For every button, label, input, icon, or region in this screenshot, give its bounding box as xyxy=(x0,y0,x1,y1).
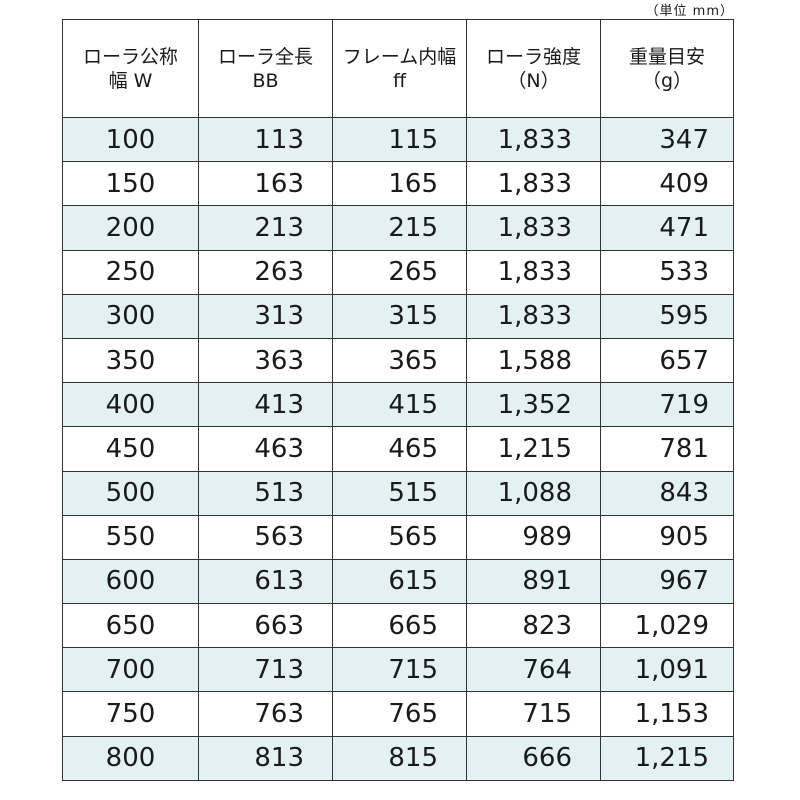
cell-nominal-width: 750 xyxy=(62,691,199,737)
table-row: 400 413 415 1,352 719 xyxy=(62,382,734,428)
cell-frame-inner-width: 565 xyxy=(332,514,467,560)
cell-nominal-width: 250 xyxy=(62,249,199,295)
cell-roller-strength: 891 xyxy=(466,558,601,605)
cell-weight: 1,153 xyxy=(600,691,734,737)
cell-nominal-width: 800 xyxy=(62,735,199,781)
header-roller-strength: ローラ強度 （N） xyxy=(466,19,601,118)
cell-roller-length: 413 xyxy=(198,382,333,428)
cell-roller-strength: 1,833 xyxy=(466,205,601,251)
cell-roller-length: 163 xyxy=(198,161,333,207)
cell-weight: 843 xyxy=(600,470,734,516)
table-row: 350 363 365 1,588 657 xyxy=(62,337,734,384)
cell-roller-length: 713 xyxy=(198,647,333,693)
cell-roller-length: 363 xyxy=(198,337,333,384)
cell-roller-strength: 764 xyxy=(466,647,601,693)
cell-weight: 719 xyxy=(600,382,734,428)
cell-frame-inner-width: 315 xyxy=(332,293,467,339)
cell-weight: 657 xyxy=(600,337,734,384)
table-row: 800 813 815 666 1,215 xyxy=(62,735,734,781)
cell-frame-inner-width: 265 xyxy=(332,249,467,295)
unit-note: （単位 mm） xyxy=(645,4,734,19)
cell-nominal-width: 550 xyxy=(62,514,199,560)
cell-roller-length: 263 xyxy=(198,249,333,295)
table-row: 500 513 515 1,088 843 xyxy=(62,470,734,516)
header-roller-length: ローラ全長 BB xyxy=(198,19,333,118)
cell-nominal-width: 100 xyxy=(62,116,199,163)
cell-roller-strength: 1,588 xyxy=(466,337,601,384)
table-row: 600 613 615 891 967 xyxy=(62,558,734,605)
cell-weight: 533 xyxy=(600,249,734,295)
cell-roller-length: 113 xyxy=(198,116,333,163)
cell-frame-inner-width: 665 xyxy=(332,603,467,649)
cell-weight: 1,215 xyxy=(600,735,734,781)
cell-weight: 967 xyxy=(600,558,734,605)
table-row: 200 213 215 1,833 471 xyxy=(62,205,734,251)
cell-roller-length: 213 xyxy=(198,205,333,251)
table-row: 450 463 465 1,215 781 xyxy=(62,426,734,472)
cell-frame-inner-width: 415 xyxy=(332,382,467,428)
cell-roller-length: 613 xyxy=(198,558,333,605)
cell-weight: 781 xyxy=(600,426,734,472)
table-body: 100 113 115 1,833 347 150 163 165 1,833 409 200 213… xyxy=(62,116,734,781)
cell-nominal-width: 150 xyxy=(62,161,199,207)
cell-frame-inner-width: 515 xyxy=(332,470,467,516)
cell-roller-strength: 666 xyxy=(466,735,601,781)
cell-roller-strength: 1,833 xyxy=(466,161,601,207)
cell-roller-strength: 823 xyxy=(466,603,601,649)
cell-frame-inner-width: 365 xyxy=(332,337,467,384)
table-row: 300 313 315 1,833 595 xyxy=(62,293,734,339)
cell-frame-inner-width: 765 xyxy=(332,691,467,737)
cell-weight: 1,029 xyxy=(600,603,734,649)
table-row: 250 263 265 1,833 533 xyxy=(62,249,734,295)
table-row: 100 113 115 1,833 347 xyxy=(62,116,734,163)
cell-roller-strength: 1,215 xyxy=(466,426,601,472)
cell-roller-strength: 715 xyxy=(466,691,601,737)
cell-roller-strength: 989 xyxy=(466,514,601,560)
roller-spec-table: ローラ公称幅 W ローラ全長 BB フレーム内幅 ff ローラ強度 （N） 重量目安（… xyxy=(62,19,734,781)
header-weight: 重量目安 （g） xyxy=(600,19,734,118)
cell-weight: 1,091 xyxy=(600,647,734,693)
cell-nominal-width: 600 xyxy=(62,558,199,605)
cell-roller-length: 513 xyxy=(198,470,333,516)
cell-nominal-width: 300 xyxy=(62,293,199,339)
cell-frame-inner-width: 715 xyxy=(332,647,467,693)
cell-frame-inner-width: 165 xyxy=(332,161,467,207)
table-header-row: ローラ公称幅 W ローラ全長 BB フレーム内幅 ff ローラ強度 （N） 重量目安（… xyxy=(62,19,734,118)
cell-nominal-width: 650 xyxy=(62,603,199,649)
cell-roller-strength: 1,088 xyxy=(466,470,601,516)
table-row: 550 563 565 989 905 xyxy=(62,514,734,560)
cell-roller-length: 563 xyxy=(198,514,333,560)
header-frame-inner-width: フレーム内幅 ff xyxy=(332,19,467,118)
cell-frame-inner-width: 615 xyxy=(332,558,467,605)
cell-roller-length: 763 xyxy=(198,691,333,737)
cell-nominal-width: 350 xyxy=(62,337,199,384)
cell-nominal-width: 200 xyxy=(62,205,199,251)
table-row: 700 713 715 764 1,091 xyxy=(62,647,734,693)
cell-roller-length: 813 xyxy=(198,735,333,781)
cell-weight: 471 xyxy=(600,205,734,251)
cell-nominal-width: 500 xyxy=(62,470,199,516)
cell-nominal-width: 450 xyxy=(62,426,199,472)
cell-weight: 595 xyxy=(600,293,734,339)
cell-roller-strength: 1,352 xyxy=(466,382,601,428)
table-row: 650 663 665 823 1,029 xyxy=(62,603,734,649)
cell-frame-inner-width: 115 xyxy=(332,116,467,163)
cell-frame-inner-width: 815 xyxy=(332,735,467,781)
cell-roller-strength: 1,833 xyxy=(466,116,601,163)
header-nominal-width: ローラ公称幅 W xyxy=(62,19,199,118)
cell-roller-length: 313 xyxy=(198,293,333,339)
cell-weight: 347 xyxy=(600,116,734,163)
cell-frame-inner-width: 215 xyxy=(332,205,467,251)
table-row: 150 163 165 1,833 409 xyxy=(62,161,734,207)
cell-nominal-width: 400 xyxy=(62,382,199,428)
cell-roller-length: 663 xyxy=(198,603,333,649)
cell-roller-strength: 1,833 xyxy=(466,293,601,339)
cell-frame-inner-width: 465 xyxy=(332,426,467,472)
cell-weight: 905 xyxy=(600,514,734,560)
table-row: 750 763 765 715 1,153 xyxy=(62,691,734,737)
cell-nominal-width: 700 xyxy=(62,647,199,693)
cell-weight: 409 xyxy=(600,161,734,207)
cell-roller-strength: 1,833 xyxy=(466,249,601,295)
cell-roller-length: 463 xyxy=(198,426,333,472)
